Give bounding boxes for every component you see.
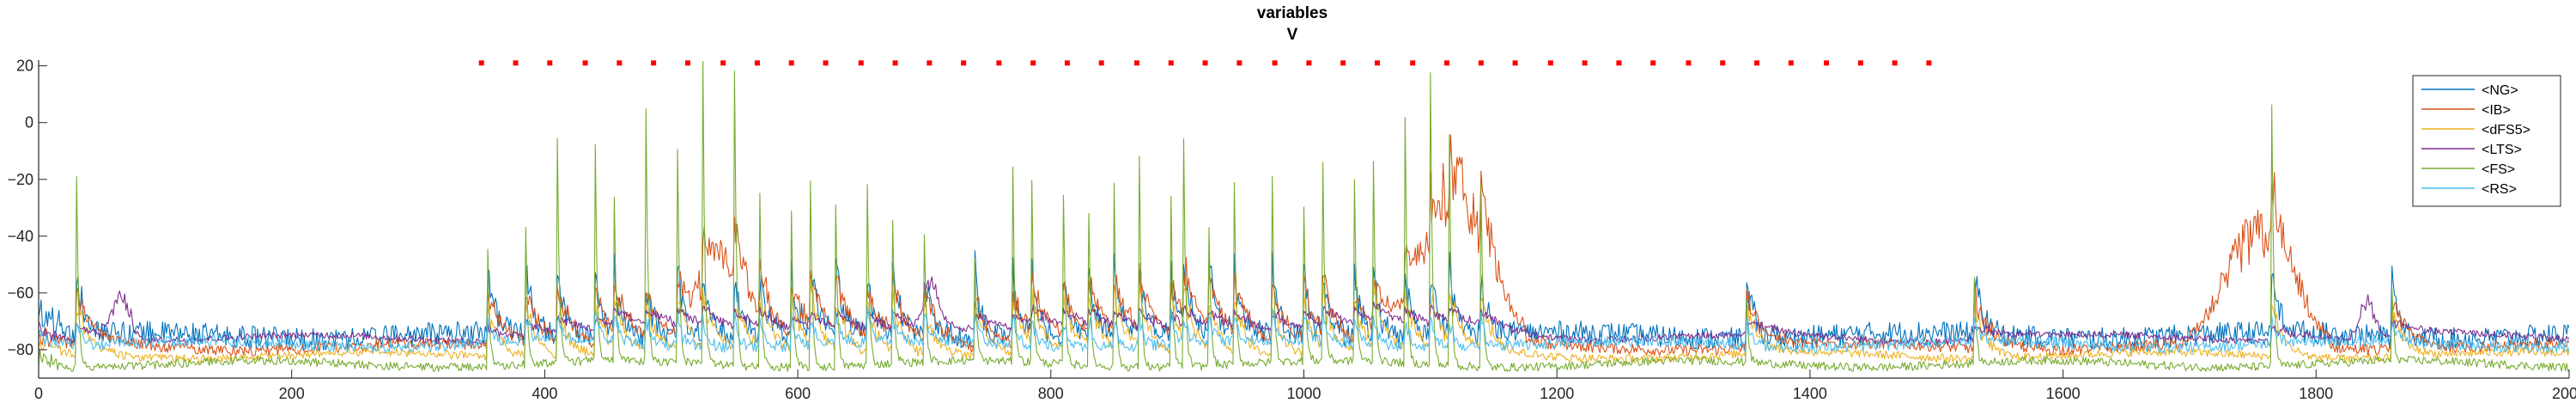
- x-tick-label: 1800: [2299, 385, 2333, 402]
- y-tick-label: −80: [7, 341, 33, 358]
- stimulus-marker: [1168, 60, 1174, 66]
- stimulus-marker: [478, 60, 484, 66]
- stimulus-marker: [1857, 60, 1863, 66]
- legend-label: <NG>: [2482, 83, 2518, 98]
- stimulus-marker: [1788, 60, 1794, 66]
- stimulus-marker: [961, 60, 967, 66]
- stimulus-marker: [684, 60, 690, 66]
- legend-label: <RS>: [2482, 182, 2517, 197]
- stimulus-marker: [996, 60, 1002, 66]
- legend-label: <FS>: [2482, 162, 2515, 177]
- x-tick-label: 200: [279, 385, 305, 402]
- stimulus-marker: [1650, 60, 1656, 66]
- trace-dfs5: [39, 278, 2569, 363]
- stimulus-marker: [1098, 60, 1104, 66]
- trace-rs: [39, 306, 2569, 354]
- stimulus-marker: [788, 60, 794, 66]
- legend-label: <dFS5>: [2482, 123, 2530, 137]
- stimulus-marker: [1202, 60, 1208, 66]
- y-tick-label: −20: [7, 171, 33, 188]
- stimulus-marker: [1616, 60, 1622, 66]
- x-tick-label: 1400: [1793, 385, 1827, 402]
- x-tick-label: 1600: [2046, 385, 2081, 402]
- stimulus-marker: [1410, 60, 1416, 66]
- x-tick-label: 2000: [2552, 385, 2576, 402]
- plot-area: [39, 60, 2569, 372]
- legend: <NG> <IB> <dFS5> <LTS> <FS> <RS>: [2412, 75, 2561, 207]
- stimulus-marker: [1030, 60, 1036, 66]
- stimulus-marker: [1306, 60, 1312, 66]
- legend-label: <IB>: [2482, 103, 2511, 118]
- stimulus-marker: [1272, 60, 1278, 66]
- stimulus-marker: [617, 60, 623, 66]
- stimulus-marker: [1478, 60, 1484, 66]
- x-tick-label: 0: [34, 385, 43, 402]
- x-tick-label: 1200: [1540, 385, 1574, 402]
- stimulus-marker: [754, 60, 760, 66]
- stimulus-marker: [1824, 60, 1830, 66]
- x-tick-label: 1000: [1286, 385, 1321, 402]
- stimulus-marker: [823, 60, 829, 66]
- y-tick-label: 0: [25, 114, 33, 131]
- trace-fs: [39, 61, 2569, 372]
- stimulus-marker: [1547, 60, 1553, 66]
- stimulus-marker: [1064, 60, 1070, 66]
- stimulus-marker: [513, 60, 519, 66]
- stimulus-marker: [1892, 60, 1898, 66]
- y-tick-label: −60: [7, 284, 33, 302]
- stimulus-marker: [1926, 60, 1932, 66]
- chart-title-line-2: V: [1287, 26, 1298, 44]
- stimulus-marker: [1754, 60, 1760, 66]
- x-tick-label: 600: [785, 385, 811, 402]
- stimulus-marker: [1686, 60, 1692, 66]
- chart-title-line-1: variables: [1257, 4, 1327, 22]
- stimulus-marker: [1582, 60, 1588, 66]
- y-tick-label: −40: [7, 228, 33, 245]
- stimulus-marker: [720, 60, 726, 66]
- legend-label: <LTS>: [2482, 143, 2522, 157]
- stimulus-marker: [892, 60, 898, 66]
- stimulus-marker: [1236, 60, 1242, 66]
- stimulus-marker: [1444, 60, 1450, 66]
- stimulus-marker: [1340, 60, 1346, 66]
- trace-lts: [39, 276, 2569, 345]
- y-tick-label: 20: [16, 58, 33, 75]
- stimulus-marker: [651, 60, 657, 66]
- stimulus-marker: [1133, 60, 1139, 66]
- legend-box: [2412, 75, 2561, 207]
- stimulus-marker: [1720, 60, 1726, 66]
- stimulus-marker: [927, 60, 933, 66]
- stimulus-marker: [1512, 60, 1518, 66]
- stimulus-marker: [858, 60, 864, 66]
- x-tick-label: 800: [1038, 385, 1064, 402]
- axes: 0200400600800100012001400160018002000−80…: [7, 58, 2576, 402]
- stimulus-marker: [547, 60, 553, 66]
- x-tick-label: 400: [532, 385, 557, 402]
- stimulus-marker: [1374, 60, 1380, 66]
- stimulus-marker: [582, 60, 588, 66]
